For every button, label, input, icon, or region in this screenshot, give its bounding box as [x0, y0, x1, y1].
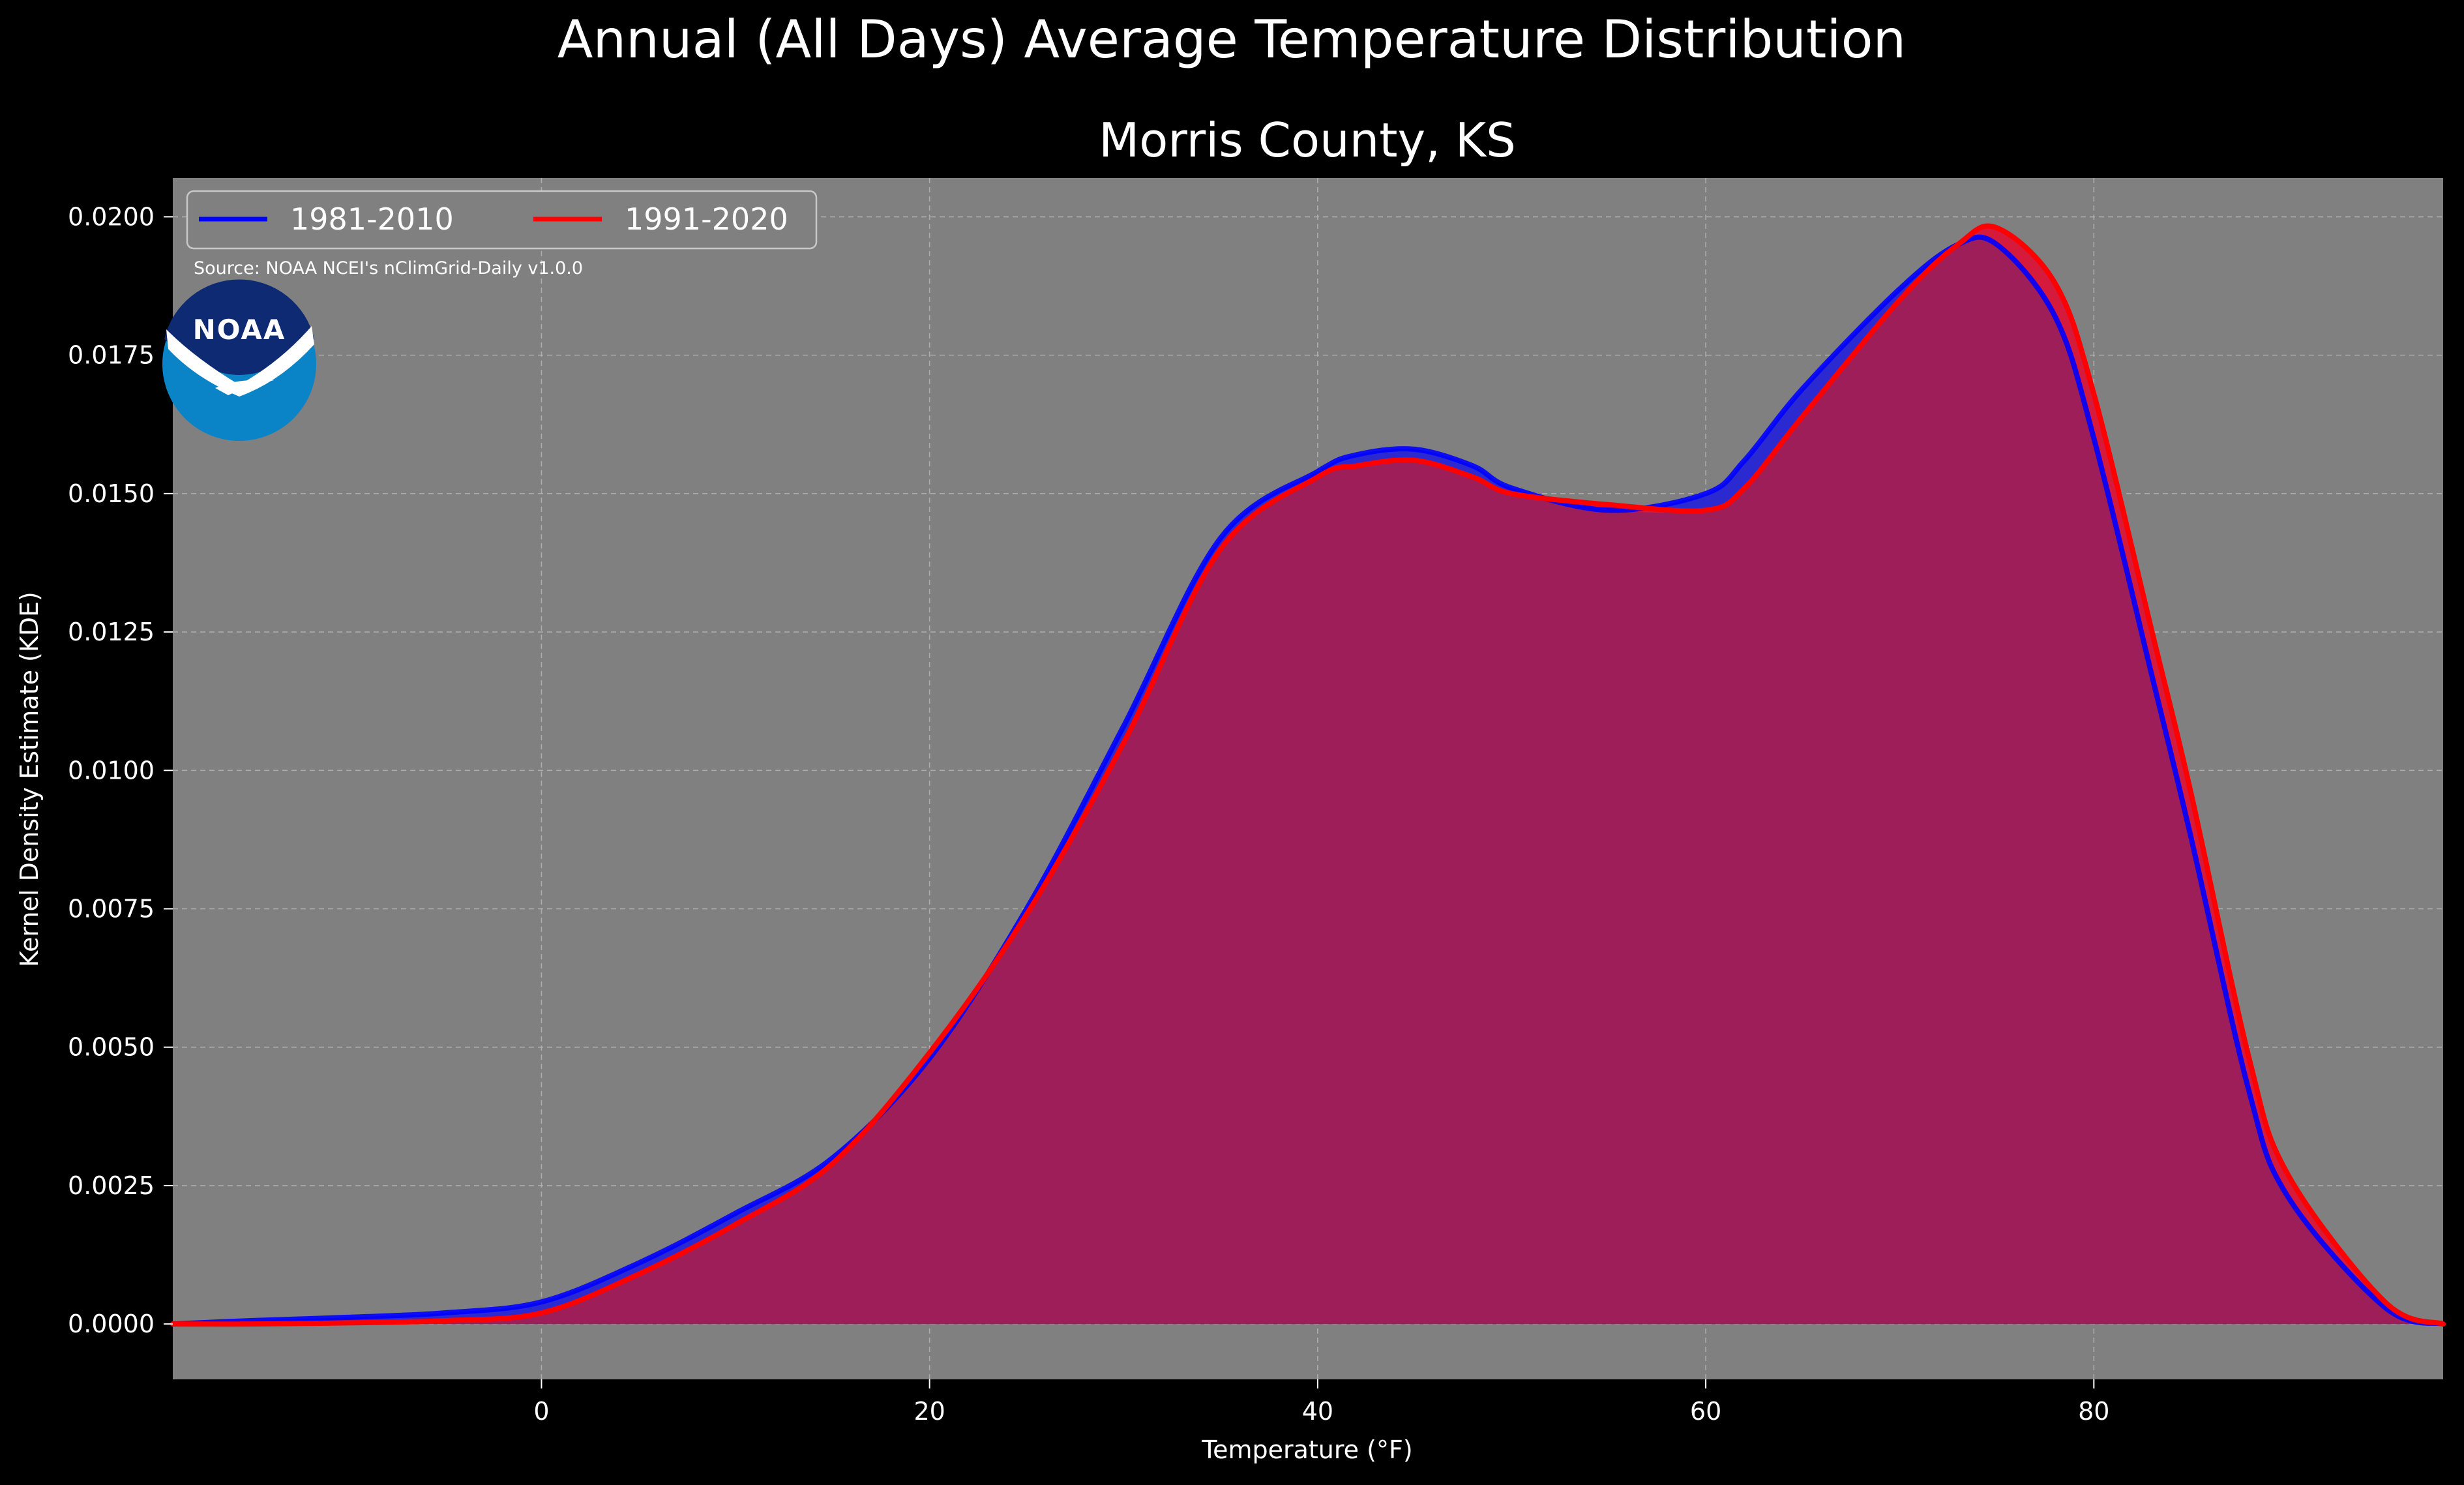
y-tick-label: 0.0050 — [68, 1033, 155, 1062]
legend-box — [186, 190, 818, 250]
area-fills — [173, 226, 2443, 1325]
series-lines — [170, 223, 2446, 1327]
legend-label-1991-2020: 1991-2020 — [625, 202, 788, 237]
line-1981-2010 — [170, 234, 2446, 1327]
x-tick-label: 80 — [2078, 1397, 2109, 1426]
noaa-logo: NOAA — [162, 279, 316, 441]
x-tick-label: 20 — [913, 1397, 945, 1426]
svg-text:NOAA: NOAA — [193, 314, 286, 346]
y-axis-label: Kernel Density Estimate (KDE) — [15, 592, 44, 967]
source-note: Source: NOAA NCEI's nClimGrid-Daily v1.0… — [194, 258, 583, 278]
chart-title: Annual (All Days) Average Temperature Di… — [557, 9, 1906, 70]
y-tick-label: 0.0000 — [68, 1310, 155, 1338]
legend-label-1981-2010: 1981-2010 — [290, 202, 454, 237]
legend: 1981-2010 1991-2020 — [186, 190, 818, 250]
x-tick-label: 40 — [1302, 1397, 1333, 1426]
line-1991-2020 — [170, 223, 2446, 1327]
y-tick-label: 0.0200 — [68, 202, 155, 231]
area-overlap — [173, 236, 2443, 1325]
y-tick-label: 0.0175 — [68, 341, 155, 370]
x-axis-label: Temperature (°F) — [1201, 1435, 1412, 1464]
y-axis-ticks: 0.0000 0.0025 0.0050 0.0075 0.0100 0.0125 0.01… — [68, 202, 173, 1338]
y-tick-label: 0.0125 — [68, 618, 155, 646]
x-axis-ticks: 0 20 40 60 80 — [533, 1379, 2109, 1426]
x-tick-label: 0 — [533, 1397, 549, 1426]
y-tick-label: 0.0100 — [68, 756, 155, 785]
chart-subtitle: Morris County, KS — [1099, 113, 1516, 168]
y-tick-label: 0.0025 — [68, 1171, 155, 1200]
x-tick-label: 60 — [1690, 1397, 1721, 1426]
y-tick-label: 0.0075 — [68, 894, 155, 923]
y-tick-label: 0.0150 — [68, 479, 155, 508]
